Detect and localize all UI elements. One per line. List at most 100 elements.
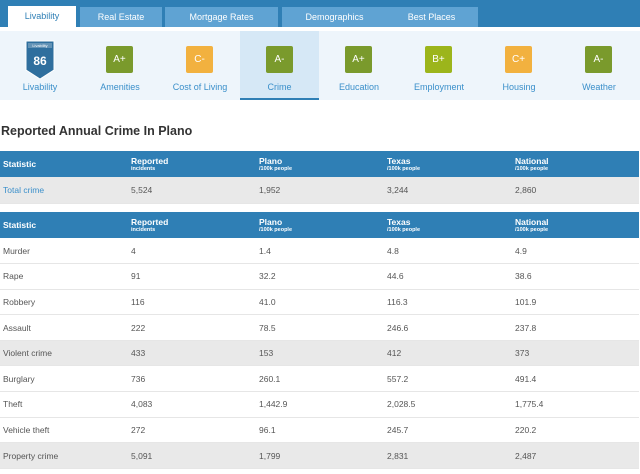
cell-plano: 96.1 — [256, 417, 384, 444]
grade-livability[interactable]: Livability 86 Livability — [0, 31, 80, 100]
cell-texas: 412 — [384, 340, 512, 367]
header-statistic: Statistic — [3, 220, 37, 230]
cell-reported: 4,083 — [128, 391, 256, 418]
cell-reported: 222 — [128, 314, 256, 341]
page-title: Reported Annual Crime In Plano — [1, 124, 193, 138]
cell-texas: 116.3 — [384, 289, 512, 316]
tab-livability[interactable]: Livability — [8, 6, 76, 27]
grade-cost-of-living[interactable]: C- Cost of Living — [160, 31, 240, 100]
grade-label-amenities: Amenities — [100, 82, 140, 92]
cell-plano: 1,952 — [256, 177, 384, 204]
cell-texas: 3,244 — [384, 177, 512, 204]
cell-reported: 91 — [128, 263, 256, 290]
cell-reported: 272 — [128, 417, 256, 444]
grade-label-education: Education — [338, 82, 380, 92]
cell-texas: 44.6 — [384, 263, 512, 290]
cell-plano: 1,799 — [256, 442, 384, 469]
grade-crime[interactable]: A- Crime — [240, 31, 319, 100]
cell-statistic: Murder — [0, 238, 128, 265]
top-tab-bar: Livability Real Estate Mortgage Rates De… — [0, 0, 640, 27]
livability-shield-icon: Livability 86 — [25, 40, 55, 80]
cell-national: 2,487 — [512, 442, 639, 469]
grade-badge-employment: B+ — [425, 46, 452, 73]
cell-national: 373 — [512, 340, 639, 367]
cell-texas: 4.8 — [384, 238, 512, 265]
grade-badge-crime: A- — [266, 46, 293, 73]
header-reported: Reported incidents — [131, 155, 169, 172]
cell-statistic: Theft — [0, 391, 128, 418]
cell-plano: 153 — [256, 340, 384, 367]
grade-employment[interactable]: B+ Employment — [399, 31, 479, 100]
header-plano: Plano/100k people — [259, 216, 293, 233]
cell-plano: 78.5 — [256, 314, 384, 341]
livability-badge-label: Livability — [32, 43, 47, 48]
cell-texas: 2,028.5 — [384, 391, 512, 418]
grade-badge-housing: C+ — [505, 46, 532, 73]
table-row: Rape 91 32.2 44.6 38.6 — [0, 263, 639, 290]
table-row: Theft 4,083 1,442.9 2,028.5 1,775.4 — [0, 391, 639, 418]
table-row: Violent crime 433 153 412 373 — [0, 340, 639, 367]
grade-amenities[interactable]: A+ Amenities — [80, 31, 160, 100]
table-row: Murder 4 1.4 4.8 4.9 — [0, 238, 639, 265]
grade-label-livability: Livability — [22, 82, 58, 92]
cell-plano: 41.0 — [256, 289, 384, 316]
cell-texas: 557.2 — [384, 365, 512, 393]
header-texas: Texas/100k people — [387, 216, 421, 233]
cell-texas: 246.6 — [384, 314, 512, 341]
table-row: Property crime 5,091 1,799 2,831 2,487 — [0, 442, 639, 469]
cell-statistic: Rape — [0, 263, 128, 290]
cell-reported: 736 — [128, 365, 256, 393]
cell-reported: 5,524 — [128, 177, 256, 204]
cell-plano: 32.2 — [256, 263, 384, 290]
tab-demographics[interactable]: Demographics — [282, 7, 387, 27]
cell-plano: 1,442.9 — [256, 391, 384, 418]
table-row: Burglary 736 260.1 557.2 491.4 — [0, 365, 639, 393]
grade-badge-weather: A- — [585, 46, 612, 73]
total-crime-table: Statistic Reported incidents Plano/100k p… — [0, 151, 639, 204]
grade-badge-amenities: A+ — [106, 46, 133, 73]
header-reported: Reported incidents — [131, 216, 169, 233]
tab-mortgage-rates[interactable]: Mortgage Rates — [165, 7, 278, 27]
livability-score: 86 — [33, 54, 47, 68]
cell-texas: 2,831 — [384, 442, 512, 469]
cell-statistic: Burglary — [0, 365, 128, 393]
header-national: National/100k people — [515, 216, 549, 233]
cell-national: 38.6 — [512, 263, 639, 290]
header-statistic: Statistic — [3, 159, 37, 169]
cell-national: 4.9 — [512, 238, 639, 265]
grade-label-employment: Employment — [413, 82, 465, 92]
tab-best-places[interactable]: Best Places — [385, 7, 478, 27]
cell-texas: 245.7 — [384, 417, 512, 444]
table-row: Total crime 5,524 1,952 3,244 2,860 — [0, 177, 639, 204]
cell-national: 1,775.4 — [512, 391, 639, 418]
cell-statistic: Violent crime — [0, 340, 128, 367]
cell-statistic: Vehicle theft — [0, 417, 128, 444]
table-row: Vehicle theft 272 96.1 245.7 220.2 — [0, 417, 639, 444]
table-row: Assault 222 78.5 246.6 237.8 — [0, 314, 639, 341]
cell-national: 2,860 — [512, 177, 639, 204]
table-header-row: Statistic Reported incidents Plano/100k p… — [0, 151, 639, 177]
grade-education[interactable]: A+ Education — [319, 31, 399, 100]
total-crime-link[interactable]: Total crime — [0, 177, 128, 204]
grade-weather[interactable]: A- Weather — [559, 31, 639, 100]
table-header-row: Statistic Reported incidents Plano/100k p… — [0, 212, 639, 238]
cell-national: 101.9 — [512, 289, 639, 316]
cell-reported: 116 — [128, 289, 256, 316]
tab-real-estate[interactable]: Real Estate — [80, 7, 162, 27]
cell-national: 237.8 — [512, 314, 639, 341]
grade-badge-cost-of-living: C- — [186, 46, 213, 73]
table-row: Robbery 116 41.0 116.3 101.9 — [0, 289, 639, 316]
cell-plano: 1.4 — [256, 238, 384, 265]
cell-plano: 260.1 — [256, 365, 384, 393]
cell-statistic: Assault — [0, 314, 128, 341]
cell-reported: 4 — [128, 238, 256, 265]
cell-reported: 433 — [128, 340, 256, 367]
header-national: National/100k people — [515, 155, 549, 172]
grade-label-housing: Housing — [502, 82, 536, 92]
grade-label-cost-of-living: Cost of Living — [172, 82, 228, 92]
cell-national: 220.2 — [512, 417, 639, 444]
cell-statistic: Property crime — [0, 442, 128, 469]
grade-badge-education: A+ — [345, 46, 372, 73]
crime-breakdown-table: Statistic Reported incidents Plano/100k p… — [0, 212, 639, 469]
grade-housing[interactable]: C+ Housing — [479, 31, 559, 100]
